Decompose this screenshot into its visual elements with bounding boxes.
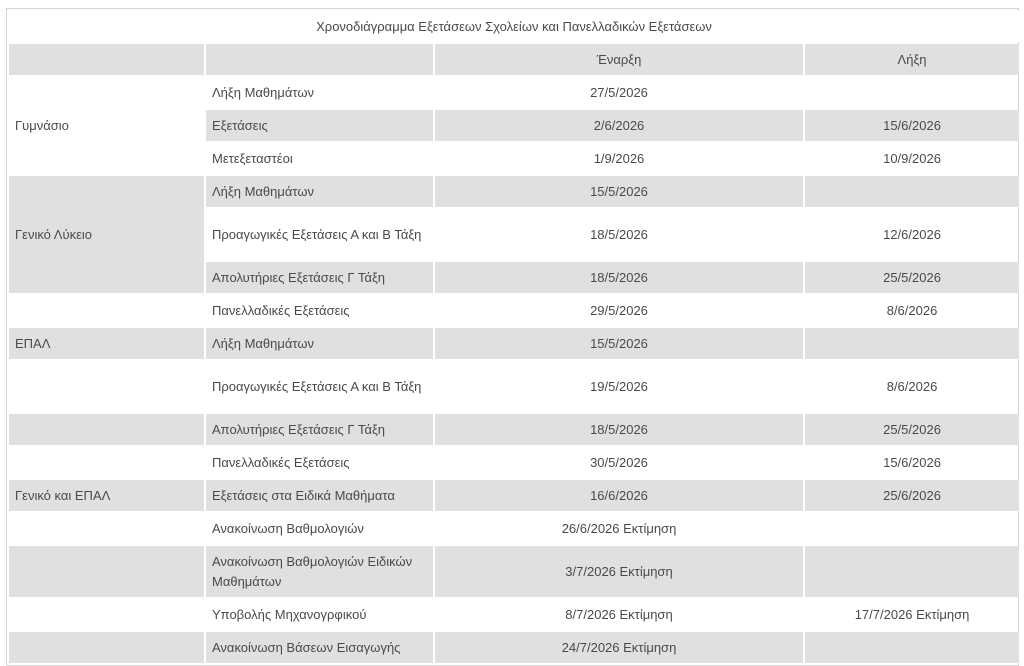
start-date-cell: 24/7/2026 Εκτίμηση: [435, 632, 803, 663]
event-cell: Ανακοίνωση Βαθμολογιών: [212, 520, 364, 536]
group-cell: [9, 295, 204, 326]
start-date-cell: 2/6/2026: [435, 110, 803, 141]
header-event: [206, 44, 433, 75]
event-cell: Μετεξεταστέοι: [212, 150, 293, 166]
end-date-cell: 10/9/2026: [883, 150, 941, 166]
start-date-cell: 19/5/2026: [590, 378, 648, 394]
end-date-cell: 25/6/2026: [805, 480, 1020, 511]
exam-schedule-table: Χρονοδιάγραμμα Εξετάσεων Σχολείων και Πα…: [7, 9, 1021, 665]
group-cell: Γενικό Λύκειο: [9, 176, 204, 293]
end-date-cell: [805, 77, 1019, 108]
table-row: Απολυτήριες Εξετάσεις Γ Τάξη 18/5/2026 25/…: [9, 414, 1020, 445]
table-row: Γενικό Λύκειο Λήξη Μαθημάτων 15/5/2026: [9, 176, 1020, 293]
start-date-cell: 16/6/2026: [435, 480, 803, 511]
start-date-cell: 18/5/2026: [590, 226, 648, 242]
start-date-cell: 18/5/2026: [435, 414, 803, 445]
event-cell: Προαγωγικές Εξετάσεις Α και Β Τάξη: [212, 378, 422, 394]
start-date-cell: 29/5/2026: [590, 302, 648, 318]
start-date-cell: 1/9/2026: [593, 150, 645, 166]
table-row: Ανακοίνωση Βαθμολογιών Ειδικών Μαθημάτων…: [9, 546, 1020, 597]
table-title: Χρονοδιάγραμμα Εξετάσεων Σχολείων και Πα…: [9, 11, 1020, 42]
group-cell: ΕΠΑΛ: [9, 328, 204, 359]
group-cell: [9, 513, 204, 544]
table-header-row: Έναρξη Λήξη: [9, 44, 1020, 75]
end-date-cell: [805, 632, 1020, 663]
event-cell: Ανακοίνωση Βάσεων Εισαγωγής: [206, 632, 433, 663]
table-row: Πανελλαδικές Εξετάσεις 29/5/2026 8/6/2026: [9, 295, 1019, 326]
group-cell: Γυμνάσιο: [15, 117, 69, 133]
schedule-table-container: Χρονοδιάγραμμα Εξετάσεων Σχολείων και Πα…: [6, 8, 1021, 666]
start-date-cell: 15/5/2026: [435, 176, 803, 207]
event-cell: Εξετάσεις: [206, 110, 433, 141]
table-row: Υποβολής Μηχανογρφικού 8/7/2026 Εκτίμηση 1…: [9, 599, 1019, 630]
end-date-cell: 25/5/2026: [805, 262, 1020, 293]
group-cell: [9, 599, 204, 630]
table-row: Απολυτήριες Εξετάσεις Γ Τάξη 18/5/2026 25/…: [9, 262, 1020, 293]
table-row: Εξετάσεις 2/6/2026 15/6/2026: [9, 110, 1020, 141]
table-title-row: Χρονοδιάγραμμα Εξετάσεων Σχολείων και Πα…: [9, 11, 1020, 42]
end-date-cell: [805, 328, 1020, 359]
group-cell: [9, 361, 204, 412]
event-cell: Απολυτήριες Εξετάσεις Γ Τάξη: [206, 262, 433, 293]
end-date-cell: [805, 513, 1019, 544]
table-row: Ανακοίνωση Βάσεων Εισαγωγής 24/7/2026 Εκτ…: [9, 632, 1020, 663]
group-cell: Γενικό και ΕΠΑΛ: [9, 480, 204, 511]
start-date-cell: 30/5/2026: [590, 454, 648, 470]
header-start: Έναρξη: [435, 44, 803, 75]
header-end: Λήξη: [805, 44, 1020, 75]
event-cell: Απολυτήριες Εξετάσεις Γ Τάξη: [206, 414, 433, 445]
event-cell: Λήξη Μαθημάτων: [206, 176, 433, 207]
header-group: [9, 44, 204, 75]
event-cell: Λήξη Μαθημάτων: [206, 328, 433, 359]
end-date-cell: [805, 176, 1020, 207]
group-cell: [9, 414, 204, 445]
end-date-cell: [805, 546, 1020, 597]
group-cell: [9, 447, 204, 478]
table-row: Ανακοίνωση Βαθμολογιών 26/6/2026 Εκτίμηση: [9, 513, 1019, 544]
end-date-cell: 15/6/2026: [805, 110, 1020, 141]
start-date-cell: 3/7/2026 Εκτίμηση: [435, 546, 803, 597]
end-date-cell: 25/5/2026: [805, 414, 1020, 445]
end-date-cell: 8/6/2026: [886, 302, 938, 318]
end-date-cell: 8/6/2026: [886, 378, 938, 394]
event-cell: Ανακοίνωση Βαθμολογιών Ειδικών Μαθημάτων: [206, 546, 433, 597]
end-date-cell: 15/6/2026: [883, 454, 941, 470]
group-cell: [9, 632, 204, 663]
start-date-cell: 27/5/2026: [590, 84, 648, 100]
start-date-cell: 26/6/2026 Εκτίμηση: [561, 520, 677, 536]
table-row: Προαγωγικές Εξετάσεις Α και Β Τάξη 18/5/2…: [9, 209, 1019, 260]
table-row: Πανελλαδικές Εξετάσεις 30/5/2026 15/6/2026: [9, 447, 1019, 478]
start-date-cell: 8/7/2026 Εκτίμηση: [565, 606, 673, 622]
event-cell: Λήξη Μαθημάτων: [212, 84, 314, 100]
event-cell: Προαγωγικές Εξετάσεις Α και Β Τάξη: [212, 226, 422, 242]
end-date-cell: 12/6/2026: [883, 226, 941, 242]
event-cell: Υποβολής Μηχανογρφικού: [212, 606, 367, 622]
start-date-cell: 18/5/2026: [435, 262, 803, 293]
group-cell: [9, 546, 204, 597]
event-cell: Εξετάσεις στα Ειδικά Μαθήματα: [206, 480, 433, 511]
event-cell: Πανελλαδικές Εξετάσεις: [212, 454, 350, 470]
table-row: Γενικό και ΕΠΑΛ Εξετάσεις στα Ειδικά Μαθή…: [9, 480, 1020, 511]
event-cell: Πανελλαδικές Εξετάσεις: [212, 302, 350, 318]
end-date-cell: 17/7/2026 Εκτίμηση: [854, 606, 970, 622]
table-row: Γυμνάσιο Λήξη Μαθημάτων 27/5/2026: [9, 77, 1019, 133]
table-row: ΕΠΑΛ Λήξη Μαθημάτων 15/5/2026: [9, 328, 1020, 359]
start-date-cell: 15/5/2026: [435, 328, 803, 359]
table-row: Μετεξεταστέοι 1/9/2026 10/9/2026: [9, 143, 1019, 174]
table-row: Προαγωγικές Εξετάσεις Α και Β Τάξη 19/5/2…: [9, 361, 1019, 412]
